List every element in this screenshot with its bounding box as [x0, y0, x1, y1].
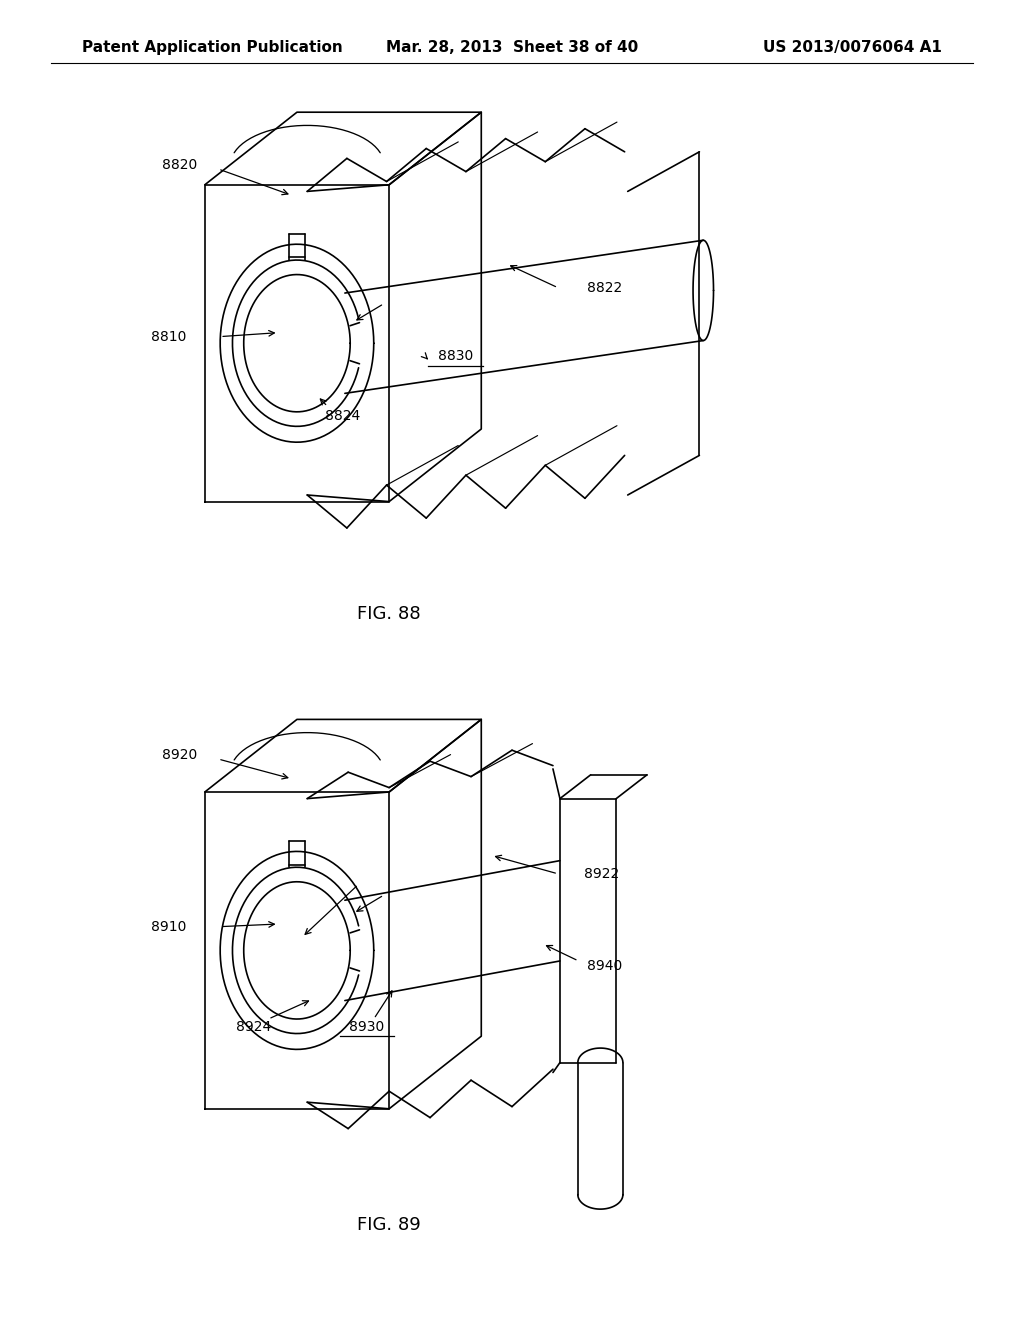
Text: 8922: 8922 [585, 867, 620, 880]
Text: US 2013/0076064 A1: US 2013/0076064 A1 [763, 40, 942, 55]
Text: 8822: 8822 [587, 281, 622, 294]
Text: 8830: 8830 [438, 350, 473, 363]
Text: 8820: 8820 [162, 158, 197, 172]
Text: 8920: 8920 [162, 748, 197, 762]
Text: 8824: 8824 [326, 409, 360, 422]
Text: Patent Application Publication: Patent Application Publication [82, 40, 343, 55]
Text: 8940: 8940 [587, 960, 622, 973]
Text: 8810: 8810 [152, 330, 186, 343]
Text: FIG. 89: FIG. 89 [357, 1216, 421, 1234]
Text: FIG. 88: FIG. 88 [357, 605, 421, 623]
Text: Mar. 28, 2013  Sheet 38 of 40: Mar. 28, 2013 Sheet 38 of 40 [386, 40, 638, 55]
Text: 8910: 8910 [152, 920, 186, 933]
Text: 8924: 8924 [237, 1020, 271, 1034]
Text: 8930: 8930 [349, 1020, 384, 1034]
